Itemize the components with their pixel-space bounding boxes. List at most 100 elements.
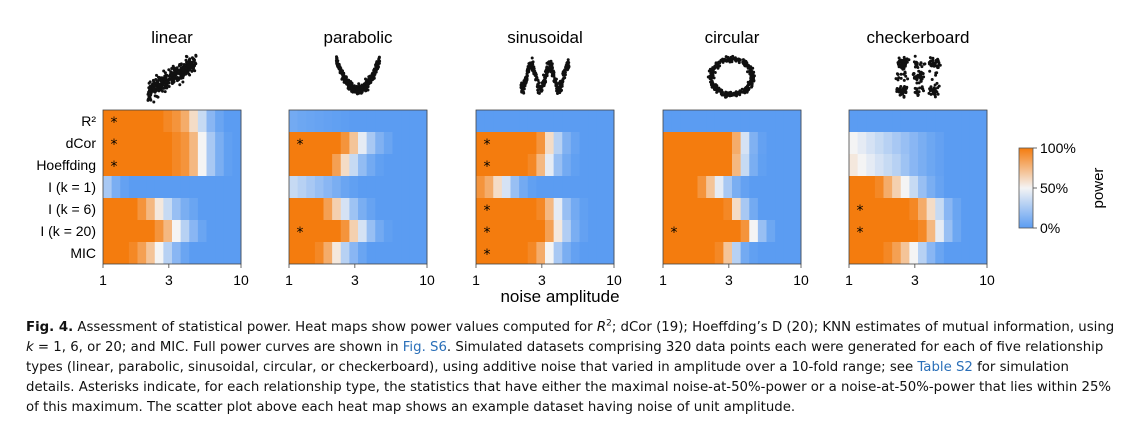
heatmap-cell — [392, 154, 402, 176]
scatter-point — [558, 80, 562, 84]
heatmap-cell — [163, 242, 173, 264]
scatter-point — [747, 66, 751, 70]
heatmap-cell — [766, 242, 776, 264]
heatmap-cell — [536, 176, 546, 198]
scatter-point — [545, 65, 549, 69]
heatmap-cell — [900, 110, 910, 132]
heatmap-cell — [570, 176, 580, 198]
heatmap-cell — [749, 242, 759, 264]
heatmap-panel-circular: circular * 1 3 10 — [659, 28, 809, 288]
scatter-point — [749, 72, 753, 76]
heatmap-cell — [961, 242, 971, 264]
heatmap-cell — [883, 198, 893, 220]
heatmap-cell — [969, 198, 979, 220]
heatmap-cell — [111, 132, 121, 154]
scatter-point — [912, 60, 916, 64]
scatter-point — [157, 78, 161, 82]
scatter-point — [170, 67, 174, 70]
scatter-point — [347, 87, 351, 91]
heatmap-cell — [978, 242, 988, 264]
heatmap-cell — [332, 220, 342, 242]
heatmap-cell — [501, 220, 511, 242]
heatmap-cell — [484, 242, 494, 264]
scatter-point — [935, 71, 939, 75]
scatter-point — [717, 86, 721, 90]
scatter-point — [727, 91, 731, 95]
heatmap-cell — [510, 132, 520, 154]
scatter-point — [148, 96, 152, 100]
scatter-point — [915, 87, 919, 91]
heatmap-cell — [103, 132, 113, 154]
heatmap-cell — [714, 154, 724, 176]
heatmap-cell — [366, 242, 376, 264]
scatter-point — [709, 83, 713, 87]
heatmap-cell — [545, 220, 555, 242]
panel-frame — [102, 109, 242, 265]
scatter-point — [934, 73, 938, 77]
heatmap-cell — [883, 176, 893, 198]
heatmap-cell — [596, 198, 606, 220]
x-tick-label: 1 — [659, 272, 667, 288]
scatter-point — [727, 93, 731, 97]
heatmap-cell — [103, 176, 113, 198]
heatmap-cell — [484, 110, 494, 132]
heatmap-cell — [706, 220, 716, 242]
scatter-point — [749, 76, 753, 80]
scatter-point — [184, 58, 188, 62]
heatmap-cell — [340, 220, 350, 242]
caption-text: k — [26, 340, 34, 355]
heatmap-cell — [189, 154, 199, 176]
heatmap-cell — [289, 242, 299, 264]
heatmap-cell — [874, 176, 884, 198]
heatmap-cell — [232, 198, 242, 220]
caption-link[interactable]: Table S2 — [917, 360, 973, 375]
heatmap-cell — [900, 154, 910, 176]
heatmap-cell — [757, 176, 767, 198]
scatter-point — [900, 64, 904, 68]
heatmap-cell — [527, 176, 537, 198]
significance-asterisk: * — [671, 225, 678, 241]
heatmap-cell — [418, 242, 428, 264]
heatmap-cell — [900, 220, 910, 242]
heatmap-cell — [918, 220, 928, 242]
heatmap-cell — [128, 176, 138, 198]
heatmap-cell — [918, 110, 928, 132]
heatmap-cell — [588, 198, 598, 220]
colorbar-gradient — [1018, 147, 1034, 229]
heatmap-cell — [866, 110, 876, 132]
scatter-point — [933, 87, 937, 91]
heatmap-cell — [723, 242, 733, 264]
scatter-point — [188, 73, 192, 77]
x-tick-label: 10 — [606, 272, 622, 288]
heatmap-cell — [223, 242, 233, 264]
heatmap-cell — [849, 110, 859, 132]
heatmap-cell — [536, 220, 546, 242]
heatmap-cell — [401, 132, 411, 154]
heatmap-cell — [697, 176, 707, 198]
heatmap-cell — [510, 198, 520, 220]
heatmap-cell — [137, 132, 147, 154]
scatter-point — [564, 66, 568, 70]
scatter-point — [897, 59, 901, 63]
heatmap-cell — [154, 198, 164, 220]
heatmap-cell — [740, 220, 750, 242]
scatter-point — [938, 63, 942, 67]
heatmap-cell — [215, 242, 225, 264]
x-tick-label: 10 — [793, 272, 809, 288]
row-label: dCor — [66, 135, 97, 151]
heatmap-cell — [792, 242, 802, 264]
heatmap-cell — [671, 110, 681, 132]
scatter-point — [189, 61, 193, 65]
heatmap-cell — [706, 176, 716, 198]
x-tick-label: 1 — [285, 272, 293, 288]
heatmap-cell — [723, 198, 733, 220]
caption-link[interactable]: Fig. S6 — [402, 340, 447, 355]
heatmap-cell — [918, 154, 928, 176]
heatmap-cell — [297, 110, 307, 132]
heatmap-cell — [740, 132, 750, 154]
scatter-point — [904, 74, 908, 78]
scatter-point — [167, 85, 171, 88]
heatmap-cell — [605, 176, 615, 198]
scatter-point — [157, 83, 160, 87]
heatmap-cell — [866, 132, 876, 154]
